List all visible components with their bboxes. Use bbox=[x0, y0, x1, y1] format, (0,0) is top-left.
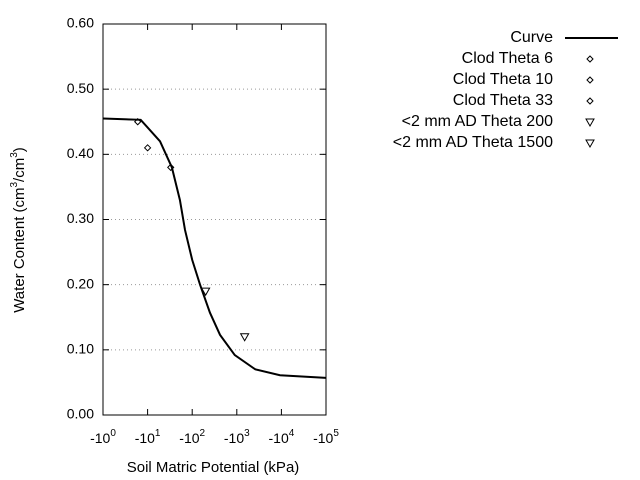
x-tick-exponent: 4 bbox=[289, 428, 295, 439]
x-tick-base: -10 bbox=[90, 430, 110, 446]
x-tick-exponent: 5 bbox=[333, 428, 339, 439]
y-tick-label: 0.20 bbox=[67, 275, 94, 291]
x-tick-base: -10 bbox=[179, 430, 199, 446]
y-label-part: ) bbox=[11, 147, 28, 152]
y-tick-label: 0.30 bbox=[67, 210, 94, 226]
legend-label: Clod Theta 6 bbox=[462, 50, 553, 67]
legend-label: <2 mm AD Theta 200 bbox=[402, 113, 553, 130]
x-tick-label: -102 bbox=[179, 428, 205, 446]
x-tick-exponent: 2 bbox=[200, 428, 206, 439]
marker-triangle bbox=[585, 139, 595, 149]
marker-diamond bbox=[586, 97, 594, 105]
x-tick-label: -101 bbox=[135, 428, 161, 446]
x-tick-base: -10 bbox=[269, 430, 289, 446]
x-tick-label: -103 bbox=[224, 428, 250, 446]
marker-diamond bbox=[586, 55, 594, 63]
legend-label: Clod Theta 10 bbox=[453, 71, 553, 88]
marker-diamond bbox=[586, 76, 594, 84]
y-tick-label: 0.60 bbox=[67, 15, 94, 31]
x-tick-base: -10 bbox=[313, 430, 333, 446]
marker-diamond bbox=[133, 118, 142, 126]
legend-label: Curve bbox=[510, 29, 553, 46]
y-label-part: Water Content (cm bbox=[11, 187, 28, 312]
x-tick-label: -105 bbox=[313, 428, 339, 446]
y-tick-label: 0.40 bbox=[67, 145, 94, 161]
x-tick-base: -10 bbox=[135, 430, 155, 446]
y-label-part: /cm bbox=[11, 158, 28, 182]
legend-label: <2 mm AD Theta 1500 bbox=[393, 134, 553, 151]
marker-triangle bbox=[200, 287, 211, 297]
marker-diamond bbox=[143, 144, 152, 152]
x-tick-exponent: 0 bbox=[110, 428, 116, 439]
y-tick-label: 0.10 bbox=[67, 341, 94, 357]
x-tick-exponent: 3 bbox=[244, 428, 250, 439]
marker-triangle bbox=[585, 118, 595, 128]
y-tick-label: 0.50 bbox=[67, 80, 94, 96]
x-tick-label: -104 bbox=[269, 428, 295, 446]
y-label-sup: 3 bbox=[9, 181, 20, 187]
marker-diamond bbox=[167, 163, 175, 172]
y-axis-label: Water Content (cm3/cm3) bbox=[9, 147, 28, 313]
y-tick-label: 0.00 bbox=[67, 406, 94, 422]
y-label-sup: 3 bbox=[9, 152, 20, 158]
x-tick-exponent: 1 bbox=[155, 428, 161, 439]
marker-triangle bbox=[239, 333, 250, 342]
x-tick-label: -100 bbox=[90, 428, 116, 446]
curve-line bbox=[102, 117, 327, 379]
plot-frame bbox=[102, 23, 327, 416]
x-tick-base: -10 bbox=[224, 430, 244, 446]
x-axis-label: Soil Matric Potential (kPa) bbox=[127, 459, 300, 476]
legend-label: Clod Theta 33 bbox=[453, 92, 553, 109]
